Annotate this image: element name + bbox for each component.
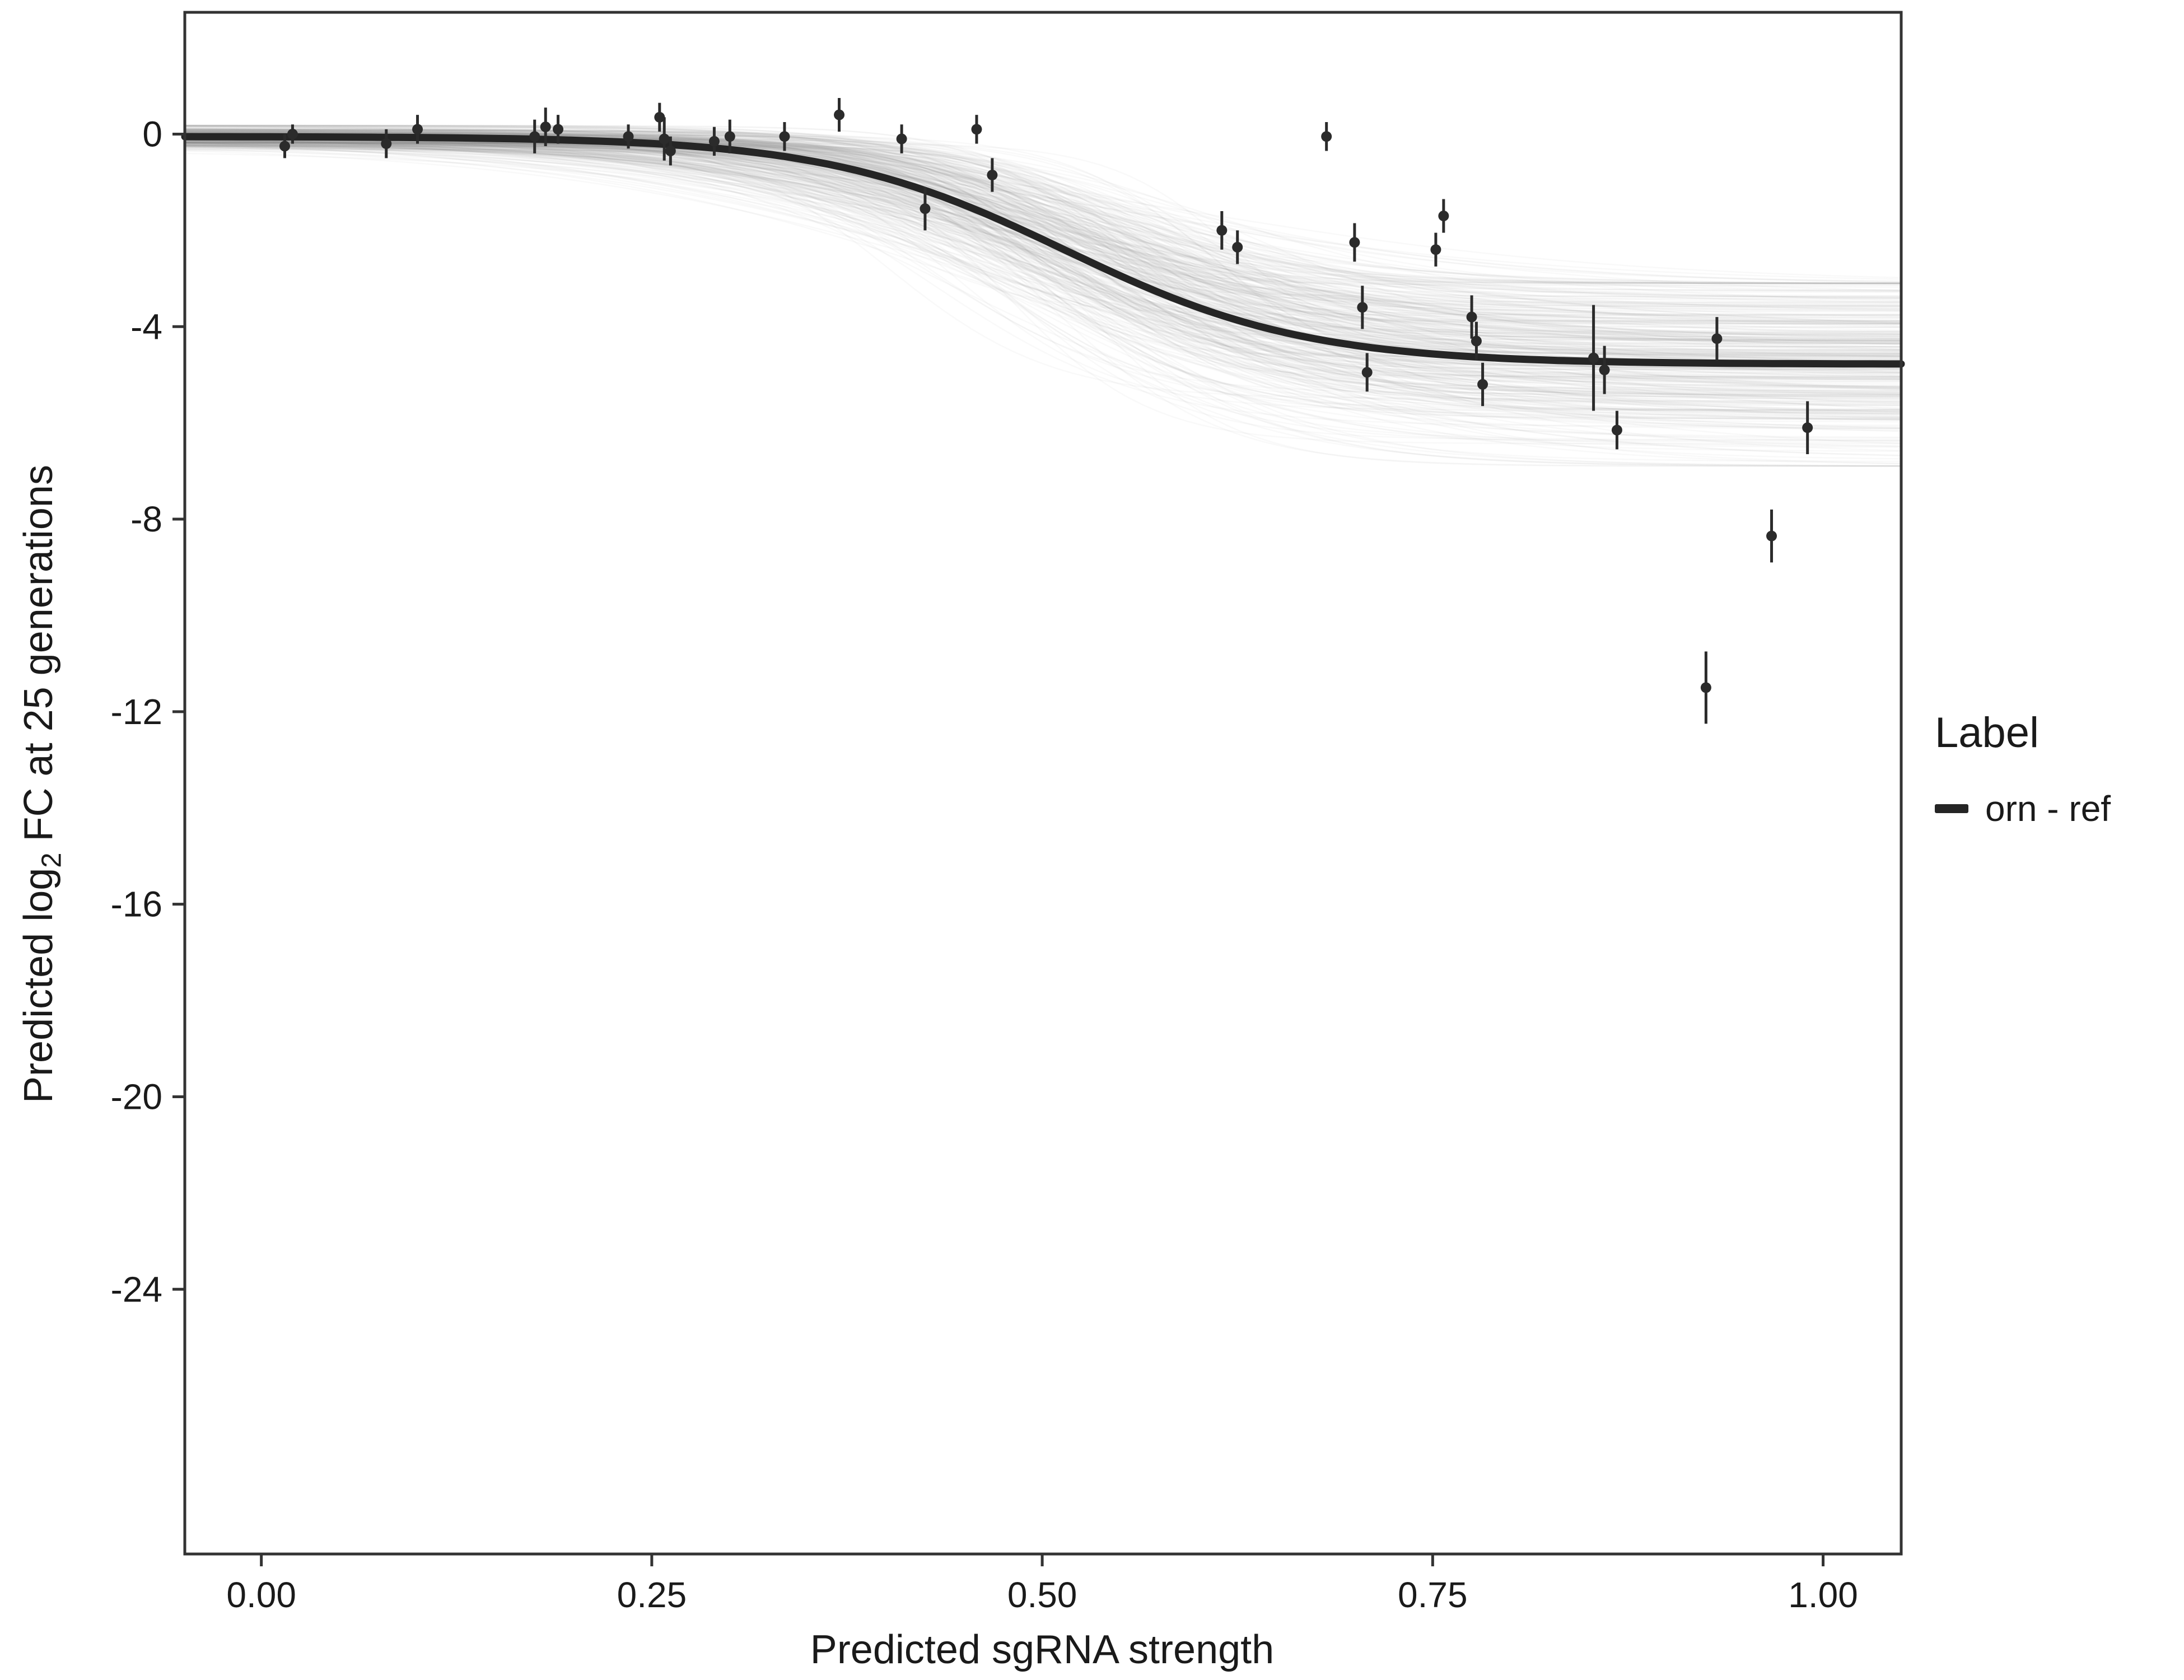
data-point <box>920 203 931 214</box>
data-point <box>1216 225 1228 236</box>
x-axis: 0.00 0.25 0.50 0.75 1.00 <box>226 1554 1858 1615</box>
data-point <box>1438 211 1449 222</box>
data-point <box>1321 131 1332 142</box>
data-point <box>834 109 845 120</box>
data-point <box>1700 682 1711 693</box>
x-tick-label: 0.50 <box>1007 1575 1077 1615</box>
data-point <box>659 133 670 144</box>
data-point <box>665 146 676 157</box>
data-point <box>779 131 790 142</box>
y-axis-title: Predicted log2 FC at 25 generations <box>16 465 67 1103</box>
data-point <box>1477 379 1488 390</box>
x-tick-label: 0.25 <box>617 1575 687 1615</box>
data-point <box>987 170 998 181</box>
y-axis-title-subscript: 2 <box>36 852 67 868</box>
data-point <box>553 124 564 135</box>
data-point <box>654 111 665 123</box>
data-point <box>1588 352 1599 363</box>
data-point <box>1349 237 1360 248</box>
data-points <box>279 97 1813 724</box>
y-tick-label: 0 <box>142 114 162 154</box>
data-point <box>1471 335 1482 347</box>
data-point <box>1430 244 1441 255</box>
fitted-curve-orn-ref <box>181 133 1905 368</box>
data-point <box>708 136 720 147</box>
x-tick-label: 0.00 <box>226 1575 296 1615</box>
data-point <box>279 141 290 152</box>
legend-entry-label: orn - ref <box>1985 788 2111 829</box>
y-tick-label: -20 <box>111 1076 163 1117</box>
y-axis: 0 -4 -8 -12 -16 -20 -24 <box>111 114 185 1309</box>
data-point <box>1599 365 1610 376</box>
data-point <box>287 128 298 139</box>
y-axis-title-prefix: Predicted log <box>16 867 61 1103</box>
y-tick-label: -24 <box>111 1269 163 1309</box>
x-tick-label: 1.00 <box>1788 1575 1858 1615</box>
data-point <box>896 133 907 144</box>
data-point <box>1357 302 1368 313</box>
data-point <box>623 131 634 142</box>
data-point <box>1711 333 1723 344</box>
y-tick-label: -16 <box>111 884 163 925</box>
y-axis-title-suffix: FC at 25 generations <box>16 465 61 853</box>
data-point <box>412 124 423 135</box>
posterior-sample-curves <box>184 124 1902 467</box>
legend-title: Label <box>1935 709 2039 757</box>
legend-entry: orn - ref <box>1935 788 2111 829</box>
data-point <box>1802 422 1813 433</box>
data-point <box>1611 424 1622 436</box>
x-tick-label: 0.75 <box>1398 1575 1468 1615</box>
data-point <box>381 138 392 150</box>
legend: Label orn - ref <box>1935 708 2111 829</box>
data-point <box>724 131 735 142</box>
legend-key-line <box>1935 804 1968 813</box>
x-axis-title: Predicted sgRNA strength <box>810 1627 1275 1672</box>
data-point <box>540 122 551 133</box>
data-point <box>1232 241 1243 253</box>
y-tick-label: -4 <box>130 306 162 347</box>
y-tick-label: -12 <box>111 692 163 732</box>
data-point <box>529 131 540 142</box>
data-point <box>971 124 982 135</box>
data-point <box>1766 530 1777 542</box>
y-tick-label: -8 <box>130 499 162 539</box>
data-point <box>1361 367 1373 378</box>
data-point <box>1466 311 1477 323</box>
